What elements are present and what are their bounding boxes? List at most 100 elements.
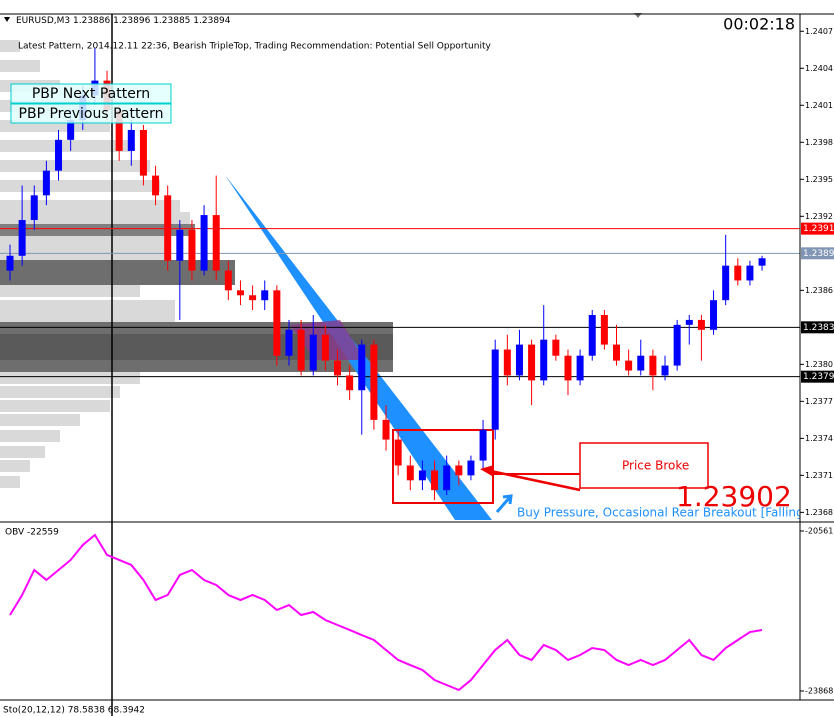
y-tick-label: 1.2377	[805, 397, 833, 406]
quote: 1.23886	[73, 16, 110, 26]
candle-body	[273, 290, 281, 356]
candle-body	[176, 229, 184, 261]
candle-body	[576, 355, 584, 381]
menu-arrow	[4, 17, 10, 22]
candle-body	[552, 339, 560, 356]
candle-body	[309, 334, 317, 371]
candle-body	[152, 175, 160, 196]
price-note: 1.23902	[676, 480, 792, 513]
candle-body	[358, 344, 366, 391]
zone	[0, 224, 195, 236]
candle-body	[479, 429, 487, 461]
candle-body	[42, 170, 50, 196]
quote: 1.23896	[113, 16, 150, 26]
quote: 1.23885	[153, 16, 190, 26]
level-label: 1.2383	[803, 323, 834, 333]
candle-body	[758, 258, 766, 266]
y-tick-label: -23868	[805, 687, 833, 696]
y-tick-label: 1.2368	[805, 508, 833, 517]
candle-body	[503, 349, 511, 376]
level-tag	[801, 321, 834, 334]
chart-title: EURUSD,M3 1.23886 1.23896 1.23885 1.2389…	[16, 16, 231, 26]
candle-body	[261, 290, 269, 301]
obv-title: OBV -22559	[5, 528, 59, 538]
level-label: 1.2389	[803, 249, 834, 259]
candle-body	[188, 229, 196, 271]
candle-body	[370, 344, 378, 420]
candle-body	[467, 460, 475, 476]
candle-body	[697, 319, 705, 330]
button-label[interactable]: PBP Next Pattern	[32, 86, 150, 102]
level-label: 1.2391	[803, 224, 834, 234]
candle-body	[297, 329, 305, 371]
candle-body	[685, 319, 693, 325]
button[interactable]	[10, 103, 172, 124]
obv-line	[9, 533, 763, 692]
y-tick-label: 1.2386	[805, 286, 833, 295]
candle-body	[661, 365, 669, 376]
candle-body	[346, 375, 354, 391]
button-label[interactable]: PBP Previous Pattern	[19, 106, 164, 122]
candle-body	[625, 360, 633, 371]
candle-body	[540, 339, 548, 381]
candle-body	[394, 439, 402, 466]
candle-body	[18, 220, 26, 256]
level-tag	[801, 370, 834, 383]
candle-body	[139, 129, 147, 176]
candle-body	[406, 465, 414, 481]
candle-body	[443, 465, 451, 491]
y-tick-label: 1.2401	[805, 101, 833, 110]
y-tick-label: 1.2395	[805, 175, 833, 184]
level-tag	[801, 247, 834, 260]
y-tick-label: 1.2371	[805, 471, 833, 480]
candle-body	[334, 360, 342, 376]
candle-body	[212, 215, 220, 271]
callout-box	[579, 442, 709, 489]
quote: 1.23894	[193, 16, 230, 26]
clock: 00:02:18	[723, 15, 795, 34]
candle-body	[382, 419, 390, 440]
level-label: 1.2379	[803, 372, 834, 382]
level-tag	[801, 222, 834, 235]
candle-body	[491, 349, 499, 430]
candle-body	[431, 470, 439, 491]
candle-body	[588, 314, 596, 356]
candle-body	[613, 344, 620, 361]
plot	[0, 48, 800, 692]
candle-body	[127, 129, 135, 151]
candle-body	[673, 324, 681, 366]
candle-body	[164, 195, 172, 261]
candle-body	[649, 355, 657, 376]
pattern-note: Latest Pattern, 2014.12.11 22:36, Bearis…	[18, 42, 491, 52]
candle-body	[455, 465, 463, 476]
y-tick-label: 1.2374	[805, 434, 833, 443]
axis-background	[800, 0, 834, 716]
candle-body	[515, 344, 523, 376]
candle-body	[285, 329, 293, 356]
candle-body	[55, 139, 63, 171]
pressure-note: Buy Pressure, Occasional Rear Breakout […	[517, 506, 804, 520]
candle-body	[746, 265, 754, 281]
annotations: Price Broke 1.23902 Buy Pressure, Occasi…	[4, 13, 804, 520]
candle-body	[236, 290, 244, 296]
y-tick-label: 1.2404	[805, 64, 833, 73]
candle-body	[528, 344, 536, 381]
y-tick-label: 1.2407	[805, 27, 833, 36]
candle-body	[67, 120, 75, 140]
candle-body	[710, 300, 718, 330]
y-tick-label: 1.2380	[805, 360, 833, 369]
zone	[0, 260, 235, 285]
candle-body	[564, 355, 572, 381]
candle-body	[200, 215, 208, 271]
candle-body	[6, 255, 14, 271]
symbol: EURUSD,M3	[16, 16, 70, 26]
button[interactable]	[10, 83, 172, 104]
candle-body	[249, 295, 257, 301]
candle-body	[224, 270, 232, 291]
candle-body	[600, 314, 608, 345]
pressure-icon	[495, 494, 513, 513]
callout-text: Price Broke	[622, 459, 689, 473]
